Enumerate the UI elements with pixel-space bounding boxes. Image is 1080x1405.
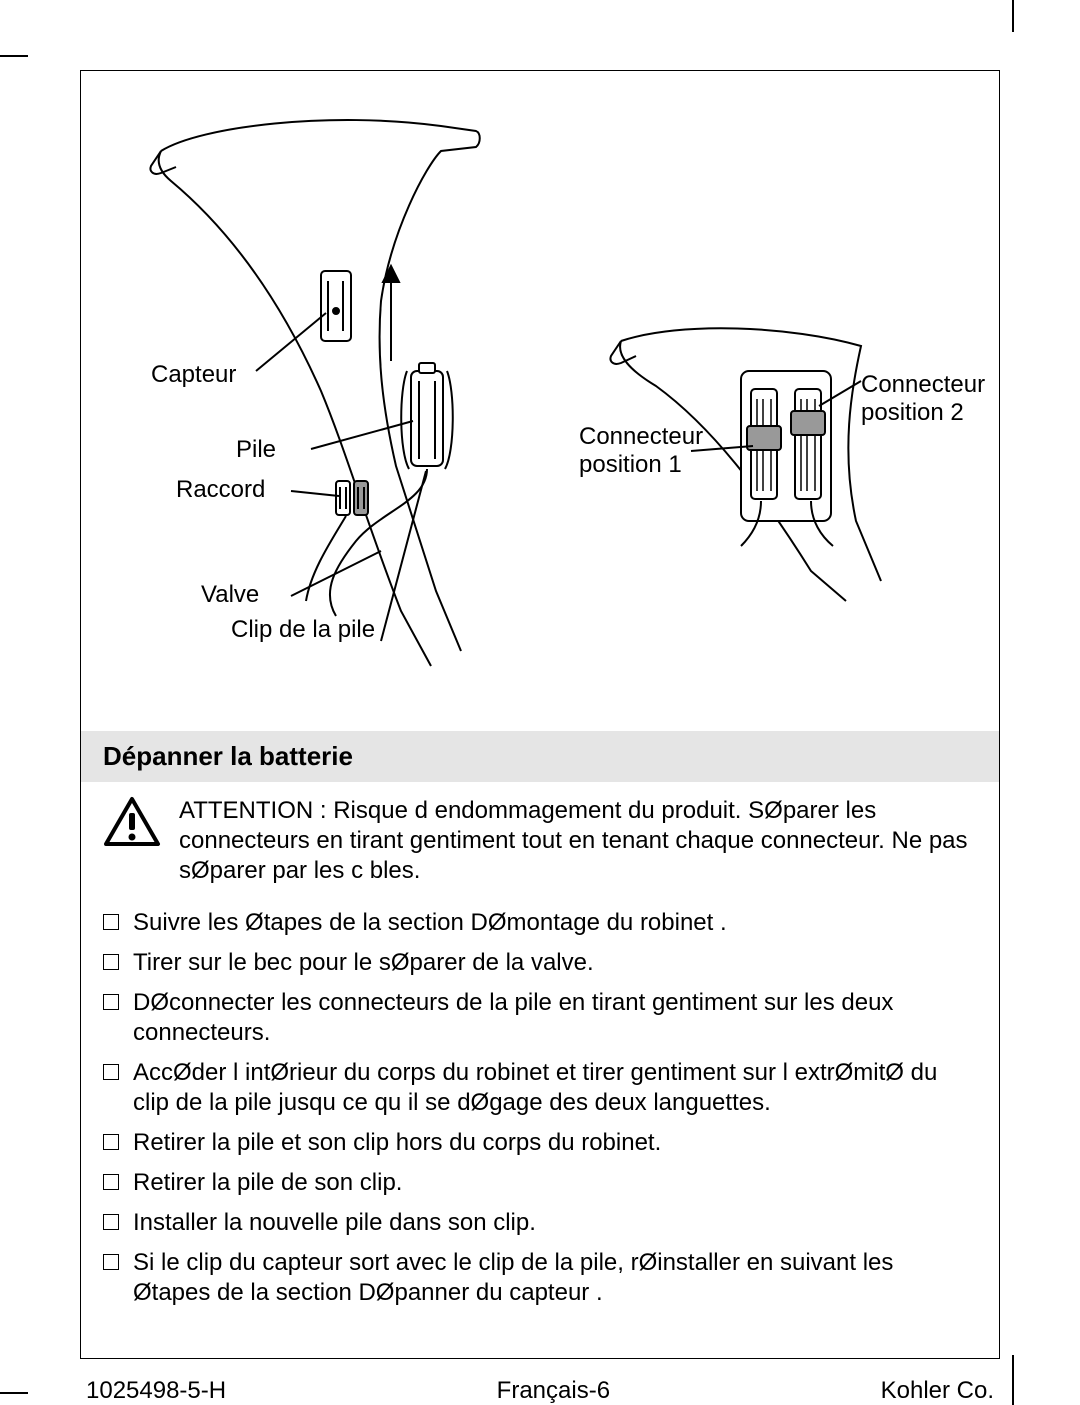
- crop-mark: [1012, 1355, 1014, 1405]
- content-frame: Capteur Pile Raccord Valve Clip de la pi…: [80, 70, 1000, 1359]
- crop-mark: [0, 55, 28, 57]
- caution-line1: ATTENTION : Risque d endommagement du pr…: [179, 797, 741, 824]
- crop-mark: [1012, 0, 1014, 32]
- checkbox-icon: [103, 1134, 119, 1150]
- checkbox-icon: [103, 1254, 119, 1270]
- checkbox-icon: [103, 914, 119, 930]
- footer-brand: Kohler Co.: [881, 1377, 994, 1405]
- crop-mark: [0, 1392, 28, 1394]
- checkbox-icon: [103, 994, 119, 1010]
- faucet-diagram-right: [561, 301, 981, 681]
- checkbox-icon: [103, 954, 119, 970]
- checkbox-icon: [103, 1214, 119, 1230]
- caution-text: ATTENTION : Risque d endommagement du pr…: [179, 796, 977, 886]
- label-conn2b: position 2: [861, 399, 964, 427]
- steps-list: Suivre les Øtapes de la section DØmontag…: [81, 894, 999, 1358]
- step-item: Suivre les Øtapes de la section DØmontag…: [103, 908, 977, 938]
- footer-page: Français-6: [497, 1377, 610, 1405]
- label-pile: Pile: [236, 436, 276, 464]
- page-footer: 1025498-5-H Français-6 Kohler Co.: [80, 1377, 1000, 1405]
- step-text: DØconnecter les connecteurs de la pile e…: [133, 988, 977, 1048]
- checkbox-icon: [103, 1174, 119, 1190]
- step-item: Retirer la pile et son clip hors du corp…: [103, 1128, 977, 1158]
- label-clip: Clip de la pile: [231, 616, 375, 644]
- step-item: AccØder l intØrieur du corps du robinet …: [103, 1058, 977, 1118]
- step-text: Installer la nouvelle pile dans son clip…: [133, 1208, 977, 1238]
- step-item: Installer la nouvelle pile dans son clip…: [103, 1208, 977, 1238]
- label-conn2a: Connecteur: [861, 371, 985, 399]
- checkbox-icon: [103, 1064, 119, 1080]
- warning-icon: [103, 796, 161, 848]
- caution-row: ATTENTION : Risque d endommagement du pr…: [81, 782, 999, 894]
- label-capteur: Capteur: [151, 361, 236, 389]
- footer-docnum: 1025498-5-H: [86, 1377, 226, 1405]
- label-conn1a: Connecteur: [579, 423, 703, 451]
- label-valve: Valve: [201, 581, 259, 609]
- step-item: Retirer la pile de son clip.: [103, 1168, 977, 1198]
- label-conn1b: position 1: [579, 451, 682, 479]
- step-text: Tirer sur le bec pour le sØparer de la v…: [133, 948, 977, 978]
- step-item: Si le clip du capteur sort avec le clip …: [103, 1248, 977, 1308]
- step-text: Si le clip du capteur sort avec le clip …: [133, 1248, 977, 1308]
- label-raccord: Raccord: [176, 476, 265, 504]
- diagram-area: Capteur Pile Raccord Valve Clip de la pi…: [81, 71, 999, 731]
- step-item: DØconnecter les connecteurs de la pile e…: [103, 988, 977, 1048]
- step-text: Retirer la pile et son clip hors du corp…: [133, 1128, 977, 1158]
- section-title: Dépanner la batterie: [81, 731, 999, 782]
- page: Capteur Pile Raccord Valve Clip de la pi…: [0, 0, 1080, 1397]
- step-item: Tirer sur le bec pour le sØparer de la v…: [103, 948, 977, 978]
- step-text: Suivre les Øtapes de la section DØmontag…: [133, 908, 977, 938]
- step-text: Retirer la pile de son clip.: [133, 1168, 977, 1198]
- step-text: AccØder l intØrieur du corps du robinet …: [133, 1058, 977, 1118]
